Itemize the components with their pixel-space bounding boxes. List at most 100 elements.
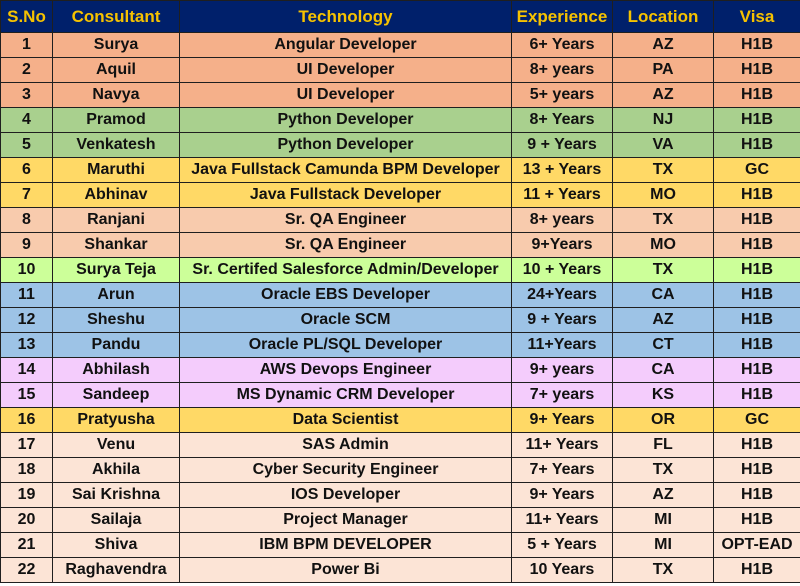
table-row: 21 Shiva IBM BPM DEVELOPER 5 + Years MI OPT-E…: [0, 532, 800, 558]
cell-sno: 15: [0, 382, 53, 408]
cell-location: TX: [612, 457, 714, 483]
cell-consultant: Surya: [52, 32, 180, 58]
cell-location: AZ: [612, 32, 714, 58]
cell-sno: 19: [0, 482, 53, 508]
cell-consultant: Pratyusha: [52, 407, 180, 433]
table-row: 7 Abhinav Java Fullstack Developer 11 + Yea…: [0, 182, 800, 208]
table-row: 6 Maruthi Java Fullstack Camunda BPM Devel…: [0, 157, 800, 183]
cell-location: TX: [612, 557, 714, 583]
cell-visa: H1B: [713, 432, 800, 458]
cell-location: MI: [612, 507, 714, 533]
cell-sno: 21: [0, 532, 53, 558]
cell-experience: 11+ Years: [511, 432, 613, 458]
cell-visa: H1B: [713, 107, 800, 133]
table-row: 11 Arun Oracle EBS Developer 24+Years CA H1B: [0, 282, 800, 308]
cell-visa: H1B: [713, 207, 800, 233]
cell-visa: H1B: [713, 307, 800, 333]
table-body: 1 Surya Angular Developer 6+ Years AZ H1B 2 Aqu…: [0, 32, 800, 583]
cell-visa: H1B: [713, 82, 800, 108]
cell-technology: Power Bi: [179, 557, 512, 583]
table-row: 9 Shankar Sr. QA Engineer 9+Years MO H1B: [0, 232, 800, 258]
cell-visa: H1B: [713, 182, 800, 208]
cell-sno: 7: [0, 182, 53, 208]
cell-technology: AWS Devops Engineer: [179, 357, 512, 383]
cell-experience: 8+ years: [511, 57, 613, 83]
cell-experience: 9 + Years: [511, 307, 613, 333]
cell-experience: 7+ years: [511, 382, 613, 408]
cell-consultant: Navya: [52, 82, 180, 108]
cell-visa: GC: [713, 157, 800, 183]
cell-technology: Python Developer: [179, 107, 512, 133]
cell-technology: UI Developer: [179, 57, 512, 83]
table-row: 1 Surya Angular Developer 6+ Years AZ H1B: [0, 32, 800, 58]
cell-sno: 10: [0, 257, 53, 283]
cell-location: PA: [612, 57, 714, 83]
cell-technology: Project Manager: [179, 507, 512, 533]
cell-experience: 5 + Years: [511, 532, 613, 558]
cell-technology: Sr. QA Engineer: [179, 207, 512, 233]
cell-consultant: Raghavendra: [52, 557, 180, 583]
cell-consultant: Sai Krishna: [52, 482, 180, 508]
cell-experience: 8+ years: [511, 207, 613, 233]
cell-location: CT: [612, 332, 714, 358]
cell-experience: 9+ Years: [511, 407, 613, 433]
cell-sno: 3: [0, 82, 53, 108]
cell-visa: H1B: [713, 257, 800, 283]
cell-sno: 11: [0, 282, 53, 308]
cell-experience: 9+ years: [511, 357, 613, 383]
cell-consultant: Sandeep: [52, 382, 180, 408]
cell-visa: H1B: [713, 282, 800, 308]
table-row: 10 Surya Teja Sr. Certifed Salesforce Admi…: [0, 257, 800, 283]
cell-location: OR: [612, 407, 714, 433]
cell-sno: 20: [0, 507, 53, 533]
cell-experience: 9+ Years: [511, 482, 613, 508]
cell-consultant: Venu: [52, 432, 180, 458]
cell-technology: Java Fullstack Developer: [179, 182, 512, 208]
cell-visa: H1B: [713, 382, 800, 408]
cell-experience: 9 + Years: [511, 132, 613, 158]
cell-location: AZ: [612, 482, 714, 508]
cell-consultant: Arun: [52, 282, 180, 308]
cell-sno: 14: [0, 357, 53, 383]
cell-consultant: Abhilash: [52, 357, 180, 383]
table-row: 16 Pratyusha Data Scientist 9+ Years OR GC: [0, 407, 800, 433]
cell-technology: UI Developer: [179, 82, 512, 108]
cell-technology: Python Developer: [179, 132, 512, 158]
cell-technology: Sr. Certifed Salesforce Admin/Developer: [179, 257, 512, 283]
cell-consultant: Shiva: [52, 532, 180, 558]
cell-location: TX: [612, 257, 714, 283]
cell-visa: GC: [713, 407, 800, 433]
cell-location: AZ: [612, 82, 714, 108]
header-sno: S.No: [0, 0, 53, 33]
cell-technology: Java Fullstack Camunda BPM Developer: [179, 157, 512, 183]
table-header: S.No Consultant Technology Experience Lo…: [0, 0, 800, 33]
cell-sno: 1: [0, 32, 53, 58]
cell-experience: 9+Years: [511, 232, 613, 258]
cell-experience: 5+ years: [511, 82, 613, 108]
cell-sno: 22: [0, 557, 53, 583]
cell-technology: IBM BPM DEVELOPER: [179, 532, 512, 558]
cell-technology: Oracle PL/SQL Developer: [179, 332, 512, 358]
cell-sno: 4: [0, 107, 53, 133]
cell-sno: 12: [0, 307, 53, 333]
cell-location: MO: [612, 232, 714, 258]
header-experience: Experience: [511, 0, 613, 33]
cell-sno: 9: [0, 232, 53, 258]
cell-consultant: Pandu: [52, 332, 180, 358]
cell-experience: 8+ Years: [511, 107, 613, 133]
cell-location: NJ: [612, 107, 714, 133]
table-row: 19 Sai Krishna IOS Developer 9+ Years AZ H1B: [0, 482, 800, 508]
cell-location: TX: [612, 207, 714, 233]
cell-experience: 11 + Years: [511, 182, 613, 208]
cell-experience: 11+ Years: [511, 507, 613, 533]
cell-location: AZ: [612, 307, 714, 333]
cell-sno: 8: [0, 207, 53, 233]
cell-consultant: Sheshu: [52, 307, 180, 333]
cell-visa: H1B: [713, 232, 800, 258]
cell-technology: SAS Admin: [179, 432, 512, 458]
header-technology: Technology: [179, 0, 512, 33]
cell-location: TX: [612, 157, 714, 183]
cell-location: VA: [612, 132, 714, 158]
cell-visa: H1B: [713, 482, 800, 508]
cell-sno: 18: [0, 457, 53, 483]
